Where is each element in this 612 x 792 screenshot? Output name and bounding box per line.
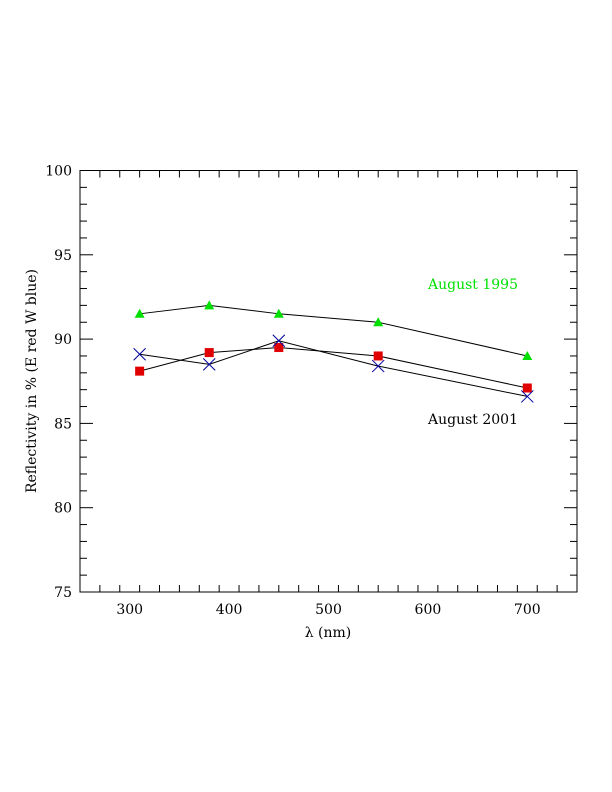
triangle-marker: [522, 350, 533, 360]
annotation-august-2001: August 2001: [427, 412, 518, 428]
plot-frame: [79, 170, 578, 593]
triangle-marker: [373, 317, 384, 327]
square-marker: [274, 343, 284, 353]
y-tick-label: 75: [54, 585, 72, 601]
x-tick-labels: 300 400 500 600 700: [116, 602, 540, 618]
axis-ticks: [80, 170, 577, 592]
x-tick-label: 400: [216, 602, 243, 618]
y-tick-label: 95: [54, 248, 72, 264]
series-lines: [139, 304, 528, 397]
series-line: [139, 340, 528, 397]
triangle-marker: [273, 308, 284, 318]
cross-marker: [371, 359, 385, 373]
triangle-marker: [134, 308, 145, 318]
cross-marker-stroke: [520, 390, 534, 403]
cross-marker: [133, 347, 146, 361]
y-tick-labels: 75 80 85 90 95 100: [45, 164, 72, 602]
y-tick-label: 85: [54, 416, 72, 432]
cross-marker: [272, 334, 286, 348]
square-marker: [204, 348, 214, 358]
cross-marker: [520, 390, 534, 403]
cross-marker-stroke: [371, 359, 385, 373]
square-marker: [522, 383, 532, 393]
y-tick-label: 90: [54, 332, 72, 348]
cross-marker-stroke: [133, 347, 146, 361]
y-axis-title: Reflectivity in % (E red W blue): [24, 269, 40, 493]
cross-marker: [202, 358, 216, 371]
x-axis-title: λ (nm): [305, 625, 352, 641]
x-tick-label: 300: [116, 602, 143, 618]
square-marker: [135, 366, 145, 376]
cross-marker-stroke: [202, 358, 216, 371]
series-line: [139, 304, 528, 357]
square-marker: [373, 351, 383, 361]
y-tick-label: 100: [45, 164, 72, 180]
series-markers: [133, 300, 534, 403]
annotation-august-1995: August 1995: [427, 277, 518, 293]
x-tick-label: 700: [514, 602, 541, 618]
cross-marker-stroke: [272, 334, 286, 348]
y-tick-label: 80: [54, 501, 72, 517]
series-line: [139, 347, 528, 389]
x-tick-label: 600: [415, 602, 442, 618]
x-tick-label: 500: [315, 602, 342, 618]
triangle-marker: [204, 300, 215, 310]
